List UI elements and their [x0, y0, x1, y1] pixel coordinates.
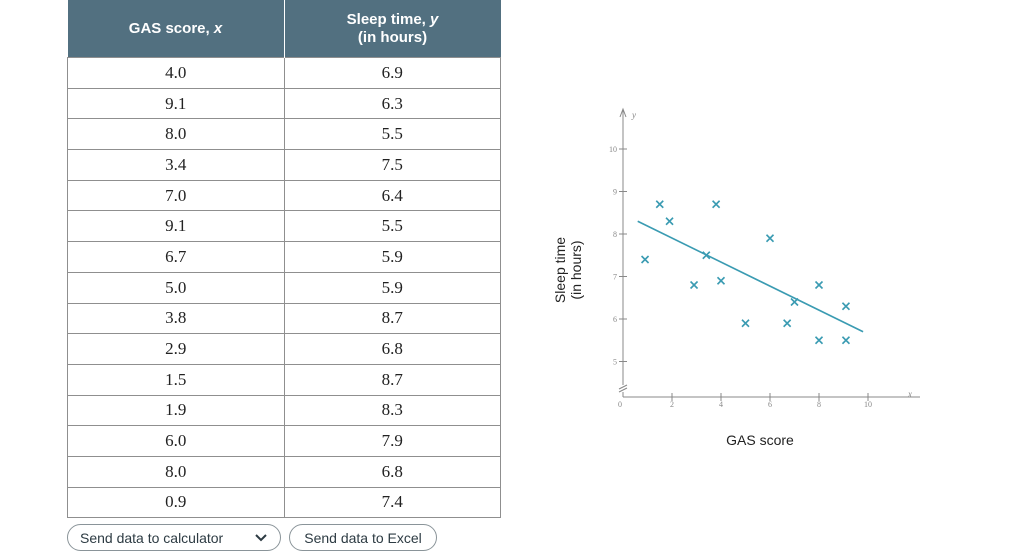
cell-gas-score: 6.7 [67, 241, 285, 273]
table-row: 7.0 6.4 [67, 179, 501, 212]
y-axis-letter: y [631, 110, 636, 120]
send-to-calculator-label: Send data to calculator [80, 529, 224, 546]
table-row: 3.8 8.7 [67, 302, 501, 335]
cell-sleep-time: 5.5 [283, 118, 501, 151]
table-row: 4.0 6.9 [67, 57, 501, 89]
table-row: 9.1 5.5 [67, 210, 501, 243]
data-point [665, 217, 674, 226]
cell-sleep-time: 5.9 [283, 271, 501, 304]
y-axis-title-line: (in hours) [568, 240, 584, 299]
y-tick-label: 10 [609, 145, 617, 154]
cell-gas-score: 3.8 [67, 302, 285, 335]
table-row: 9.1 6.3 [67, 87, 501, 120]
cell-gas-score: 8.0 [67, 118, 285, 151]
data-point [790, 297, 799, 307]
cell-sleep-time: 6.4 [283, 179, 501, 212]
table-header-row: GAS score, x Sleep time, y (in hours) [67, 0, 501, 58]
table-row: 8.0 5.5 [67, 118, 501, 151]
cell-sleep-time: 5.5 [283, 210, 501, 243]
cell-sleep-time: 6.8 [283, 455, 501, 488]
table-row: 1.9 8.3 [67, 394, 501, 427]
y-tick-label: 5 [613, 358, 617, 367]
table-row: 6.7 5.9 [67, 241, 501, 273]
data-point [741, 319, 750, 328]
y-axis-title-line: Sleep time [552, 237, 568, 303]
cell-sleep-time: 8.7 [283, 363, 501, 396]
header-sleep-time: Sleep time, y (in hours) [284, 0, 501, 58]
x-axis-letter: x [907, 389, 912, 399]
header-gas-score: GAS score, x [67, 0, 285, 58]
x-axis-title: GAS score [726, 432, 794, 448]
table-row: 5.0 5.9 [67, 271, 501, 304]
data-point [716, 276, 726, 285]
x-tick-label: 6 [768, 400, 772, 409]
origin-label: 0 [618, 400, 622, 409]
table-row: 0.9 7.4 [67, 486, 501, 519]
regression-line [637, 220, 864, 333]
data-point [814, 336, 824, 345]
data-point [841, 336, 851, 345]
x-tick-label: 2 [670, 400, 674, 409]
data-point [712, 200, 721, 209]
x-tick-label: 8 [817, 400, 821, 409]
cell-sleep-time: 8.3 [283, 394, 501, 427]
data-table: GAS score, x Sleep time, y (in hours) 4.0… [67, 0, 501, 519]
y-axis-title: Sleep time(in hours) [552, 237, 584, 303]
data-point [814, 280, 824, 290]
cell-gas-score: 7.0 [67, 179, 285, 212]
cell-sleep-time: 6.3 [283, 87, 501, 120]
cell-gas-score: 4.0 [67, 57, 285, 89]
y-tick-label: 6 [613, 315, 617, 324]
table-body: 4.0 6.9 9.1 6.3 8.0 5.5 3.4 7.5 7.0 6.4 9.1 5.5 6.7 5… [67, 57, 501, 519]
cell-sleep-time: 6.8 [283, 333, 501, 365]
cell-gas-score: 9.1 [67, 210, 285, 243]
cell-gas-score: 5.0 [67, 271, 285, 304]
send-to-excel-button[interactable]: Send data to Excel [289, 524, 437, 551]
table-row: 6.0 7.9 [67, 425, 501, 457]
send-to-calculator-button[interactable]: Send data to calculator [67, 524, 281, 551]
table-row: 2.9 6.8 [67, 333, 501, 365]
cell-gas-score: 9.1 [67, 87, 285, 120]
y-axis-arrow [619, 107, 627, 118]
y-axis-break [618, 384, 628, 393]
cell-gas-score: 6.0 [67, 425, 285, 457]
cell-gas-score: 0.9 [67, 486, 285, 519]
y-tick-label: 7 [613, 273, 617, 282]
data-point [765, 234, 775, 243]
send-to-excel-label: Send data to Excel [304, 529, 422, 546]
cell-gas-score: 2.9 [67, 333, 285, 365]
cell-sleep-time: 7.5 [283, 149, 501, 181]
x-tick-label: 4 [719, 400, 723, 409]
data-point [655, 200, 664, 209]
cell-sleep-time: 6.9 [283, 57, 501, 89]
y-tick-label: 9 [613, 188, 617, 197]
cell-gas-score: 1.5 [67, 363, 285, 396]
table-row: 3.4 7.5 [67, 149, 501, 181]
cell-gas-score: 1.9 [67, 394, 285, 427]
cell-sleep-time: 8.7 [283, 302, 501, 335]
table-row: 8.0 6.8 [67, 455, 501, 488]
cell-gas-score: 8.0 [67, 455, 285, 488]
data-point [640, 255, 650, 264]
y-tick-label: 8 [613, 230, 617, 239]
cell-sleep-time: 5.9 [283, 241, 501, 273]
scatter-plot: 5 6 7 8 9 10 2 4 6 8 10 0 y x GAS score Sleep time(in h… [552, 107, 920, 448]
x-tick-label: 10 [864, 400, 872, 409]
cell-gas-score: 3.4 [67, 149, 285, 181]
cell-sleep-time: 7.9 [283, 425, 501, 457]
data-point [702, 251, 711, 260]
data-point [689, 280, 699, 290]
data-point [841, 302, 851, 311]
table-row: 1.5 8.7 [67, 363, 501, 396]
data-point [783, 319, 792, 328]
cell-sleep-time: 7.4 [283, 486, 501, 519]
chevron-down-icon [255, 533, 267, 541]
data-table-container: GAS score, x Sleep time, y (in hours) 4.0… [67, 0, 501, 519]
